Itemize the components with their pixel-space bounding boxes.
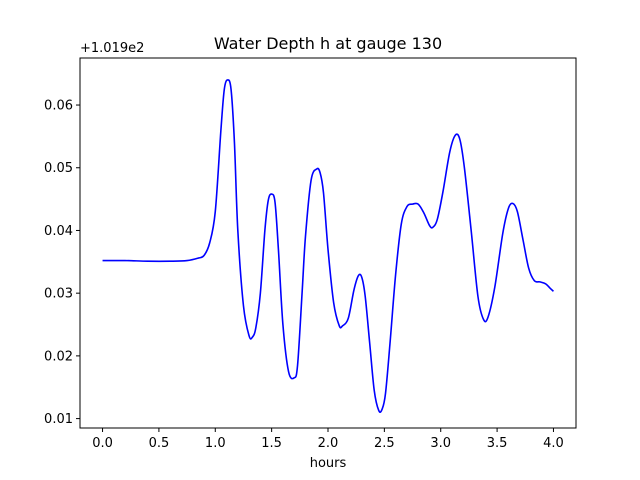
x-tick-label: 0.0 (92, 436, 113, 451)
x-tick-label: 1.0 (205, 436, 226, 451)
series-line-0 (102, 79, 554, 413)
x-axis-label: hours (310, 456, 347, 471)
x-tick-label: 0.5 (149, 436, 170, 451)
chart-title: Water Depth h at gauge 130 (214, 34, 442, 53)
y-tick-label: 0.06 (44, 99, 73, 114)
x-tick-label: 1.5 (261, 436, 282, 451)
y-tick-label: 0.01 (44, 412, 73, 427)
x-tick-label: 2.0 (318, 436, 339, 451)
y-tick-label: 0.03 (44, 287, 73, 302)
y-axis-offset-label: +1.019e2 (80, 41, 144, 56)
x-tick-label: 3.5 (487, 436, 508, 451)
y-tick-label: 0.04 (44, 224, 73, 239)
x-tick-label: 4.0 (543, 436, 564, 451)
y-tick-label: 0.05 (44, 161, 73, 176)
x-tick-label: 3.0 (430, 436, 451, 451)
x-axis: 0.0 0.5 1.0 1.5 2.0 2.5 3.0 3.5 4.0 (92, 428, 564, 451)
series-layer (102, 79, 554, 413)
y-axis: 0.01 0.02 0.03 0.04 0.05 0.06 (44, 99, 80, 427)
y-tick-label: 0.02 (44, 349, 73, 364)
x-tick-label: 2.5 (374, 436, 395, 451)
